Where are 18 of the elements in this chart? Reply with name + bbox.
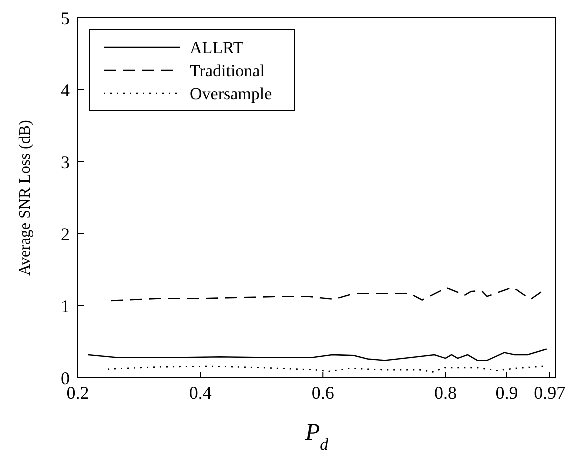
legend-label: Traditional (190, 62, 266, 80)
x-axis-title: P$_{d}$ (304, 420, 330, 454)
y-tick-label: 0 (61, 368, 70, 388)
x-tick-label: 0.97 (534, 382, 566, 403)
y-tick-label: 2 (61, 224, 70, 244)
legend-label: ALLRT (190, 38, 244, 58)
line-series (110, 286, 542, 302)
x-tick-label: 0.9 (496, 382, 518, 403)
x-tick-label: 0.6 (312, 382, 334, 403)
line-series (88, 348, 548, 362)
x-tick-label: 0.8 (434, 382, 457, 403)
y-tick-label: 1 (61, 296, 70, 316)
y-tick-label: 4 (61, 80, 70, 100)
x-tick-label: 0.4 (189, 382, 212, 403)
y-axis-title: Average SNR Loss (dB) (17, 120, 34, 276)
legend-label: Oversample (190, 84, 272, 104)
y-tick-label: 3 (61, 152, 70, 172)
y-tick-label: 5 (61, 8, 70, 28)
